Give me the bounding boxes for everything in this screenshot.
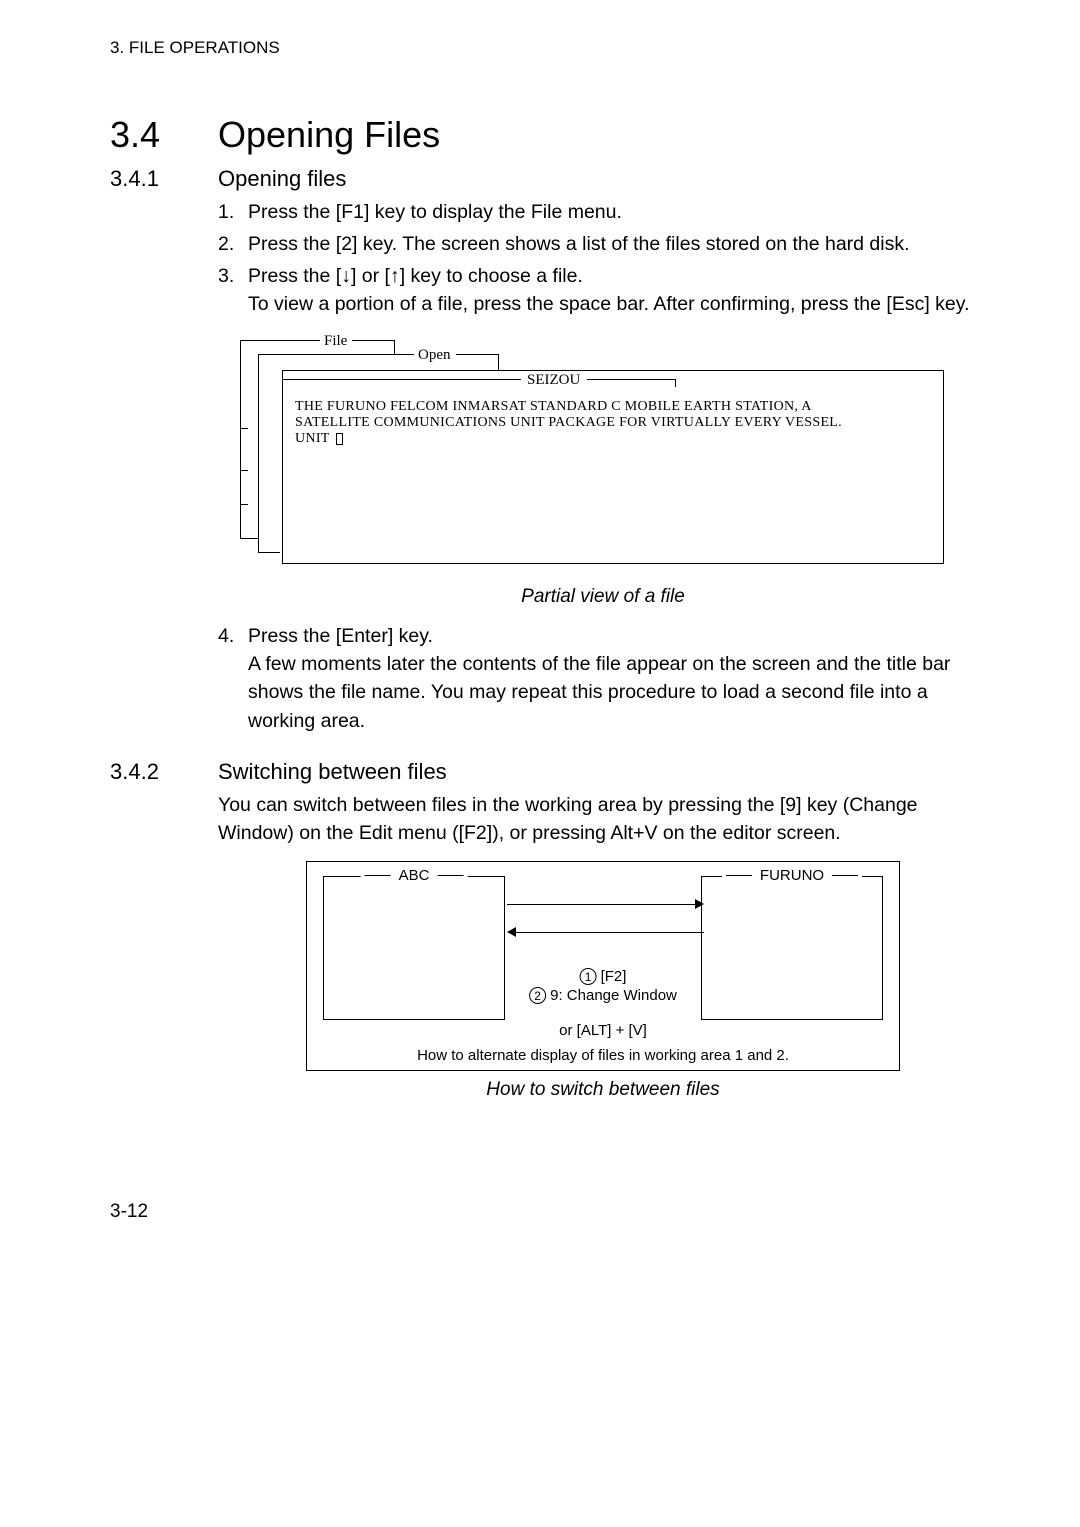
window-right-title: FURUNO: [722, 867, 862, 884]
section-heading: 3.4 Opening Files: [110, 114, 988, 156]
win-left-label: ABC: [399, 867, 430, 884]
paragraph-2: You can switch between files in the work…: [218, 791, 988, 847]
fig2-step1-label: [F2]: [601, 968, 627, 985]
step-3: Press the [↓] or [↑] key to choose a fil…: [248, 262, 988, 318]
open-label: Open: [418, 347, 451, 364]
subsection-number: 3.4.1: [110, 166, 218, 192]
subsection-heading-2: 3.4.2 Switching between files: [110, 759, 988, 785]
step-3-line1: Press the [↓] or [↑] key to choose a fil…: [248, 265, 583, 287]
cursor-icon: [336, 433, 343, 445]
seizou-line3: UNIT: [295, 431, 330, 447]
seizou-line2: SATELLITE COMMUNICATIONS UNIT PACKAGE FO…: [295, 415, 931, 431]
figure-switch-files: ABC FURUNO 1[F2] 29: Change Window or [A…: [306, 861, 900, 1071]
step-4: Press the [Enter] key. A few moments lat…: [248, 622, 988, 734]
section-number: 3.4: [110, 114, 218, 156]
subsection-heading-1: 3.4.1 Opening files: [110, 166, 988, 192]
page-number: 3-12: [110, 1201, 988, 1223]
fig2-alt: or [ALT] + [V]: [559, 1022, 647, 1039]
window-left: ABC: [323, 876, 505, 1020]
seizou-line1: THE FURUNO FELCOM INMARSAT STANDARD C MO…: [295, 399, 931, 415]
step-4-line2: A few moments later the contents of the …: [248, 653, 950, 731]
subsection-title: Opening files: [218, 166, 346, 192]
subsection-number-2: 3.4.2: [110, 759, 218, 785]
fig2-step2-label: 9: Change Window: [550, 987, 677, 1004]
section-title: Opening Files: [218, 114, 440, 156]
content-2: You can switch between files in the work…: [218, 791, 988, 1101]
window-left-title: ABC: [361, 867, 468, 884]
content-1: Press the [F1] key to display the File m…: [218, 198, 988, 735]
seizou-label: SEIZOU: [527, 372, 580, 389]
figure-2-caption: How to switch between files: [218, 1079, 988, 1101]
step-2: Press the [2] key. The screen shows a li…: [248, 230, 988, 258]
fig2-inner-caption: How to alternate display of files in wor…: [307, 1047, 899, 1064]
fig2-step2: 29: Change Window: [529, 987, 677, 1005]
page-header: 3. FILE OPERATIONS: [110, 38, 988, 58]
win-right-label: FURUNO: [760, 867, 824, 884]
file-label: File: [324, 333, 347, 350]
seizou-preview-box: SEIZOU THE FURUNO FELCOM INMARSAT STANDA…: [282, 370, 944, 564]
steps-list-1: Press the [F1] key to display the File m…: [218, 198, 988, 318]
step-3-line2: To view a portion of a file, press the s…: [248, 293, 969, 315]
step-1: Press the [F1] key to display the File m…: [248, 198, 988, 226]
fig2-step1: 1[F2]: [580, 968, 627, 986]
steps-list-1b: Press the [Enter] key. A few moments lat…: [218, 622, 988, 734]
subsection-title-2: Switching between files: [218, 759, 447, 785]
figure-1-caption: Partial view of a file: [218, 586, 988, 608]
step-4-line1: Press the [Enter] key.: [248, 625, 433, 647]
window-right: FURUNO: [701, 876, 883, 1020]
figure-partial-view: File Open SEIZOU THE FURUNO FELCOM INMAR…: [240, 332, 988, 578]
seizou-content: THE FURUNO FELCOM INMARSAT STANDARD C MO…: [295, 399, 931, 447]
